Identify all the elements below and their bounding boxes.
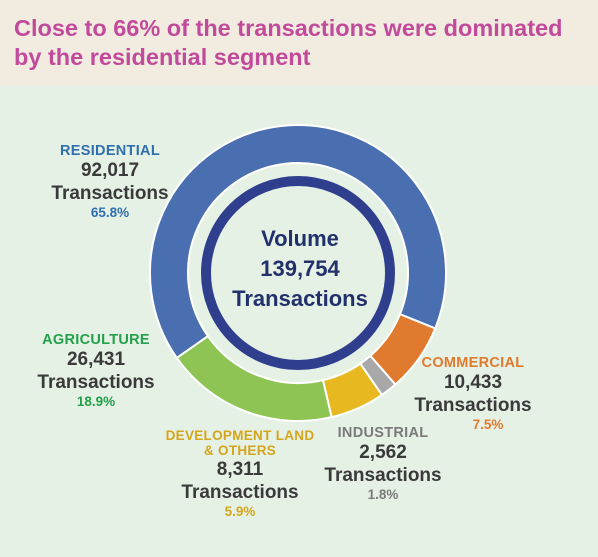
agriculture-name: AGRICULTURE bbox=[42, 332, 150, 348]
commercial-value: 10,433 bbox=[443, 372, 503, 393]
industrial-unit: Transactions bbox=[324, 465, 442, 486]
label-commercial: COMMERCIAL 10,433 Transactions 7.5% bbox=[398, 355, 548, 432]
industrial-name: INDUSTRIAL bbox=[337, 425, 429, 441]
chart-panel bbox=[0, 86, 598, 557]
industrial-percent: 1.8% bbox=[367, 487, 399, 502]
page-title: Close to 66% of the transactions were do… bbox=[14, 15, 563, 70]
slice-agriculture bbox=[175, 334, 333, 422]
residential-name: RESIDENTIAL bbox=[60, 143, 160, 159]
center-label-line1: Volume bbox=[261, 226, 339, 251]
development-name-line2: & OTHERS bbox=[203, 443, 277, 458]
development-name-line1: DEVELOPMENT LAND bbox=[165, 428, 315, 443]
industrial-value: 2,562 bbox=[359, 442, 407, 463]
inner-ring bbox=[201, 176, 395, 370]
agriculture-percent: 18.9% bbox=[76, 394, 116, 409]
agriculture-unit: Transactions bbox=[37, 372, 155, 393]
development-unit: Transactions bbox=[181, 482, 299, 503]
agriculture-value: 26,431 bbox=[66, 349, 126, 370]
residential-unit: Transactions bbox=[51, 183, 169, 204]
development-percent: 5.9% bbox=[224, 504, 256, 519]
donut-slices bbox=[149, 124, 447, 422]
slice-residential bbox=[149, 124, 447, 360]
label-industrial: INDUSTRIAL 2,562 Transactions 1.8% bbox=[308, 425, 458, 502]
development-value: 8,311 bbox=[216, 459, 264, 480]
center-label-line2: 139,754 bbox=[260, 256, 340, 281]
label-development: DEVELOPMENT LAND & OTHERS 8,311 Transact… bbox=[140, 428, 340, 519]
center-label: Volume 139,754 Transactions bbox=[200, 224, 400, 314]
center-label-line3: Transactions bbox=[232, 286, 368, 311]
label-agriculture: AGRICULTURE 26,431 Transactions 18.9% bbox=[16, 332, 176, 409]
commercial-percent: 7.5% bbox=[472, 417, 504, 432]
label-residential: RESIDENTIAL 92,017 Transactions 65.8% bbox=[30, 143, 190, 220]
commercial-name: COMMERCIAL bbox=[421, 355, 525, 371]
residential-percent: 65.8% bbox=[90, 205, 130, 220]
residential-value: 92,017 bbox=[80, 160, 140, 181]
commercial-unit: Transactions bbox=[414, 395, 532, 416]
header-banner: Close to 66% of the transactions were do… bbox=[0, 0, 598, 86]
